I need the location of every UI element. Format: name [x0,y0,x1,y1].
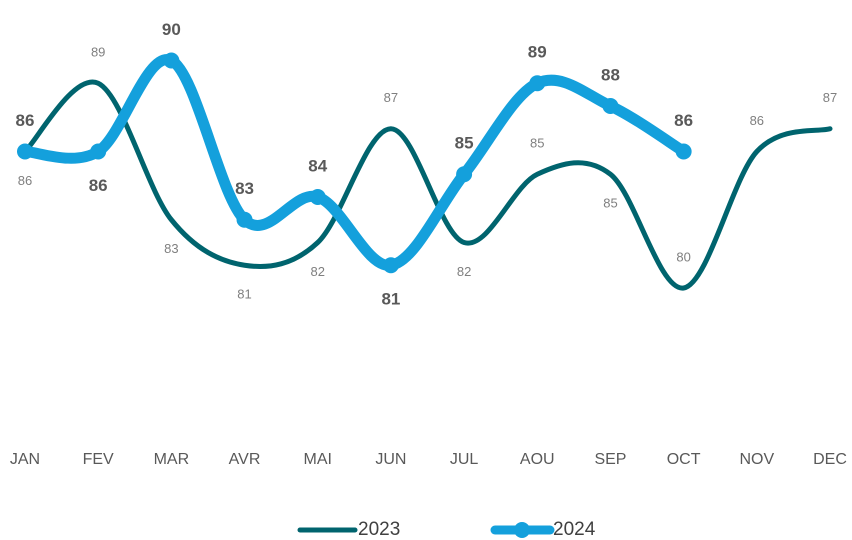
point-marker [236,211,253,228]
point-marker [456,166,473,183]
legend-item: 2023 [297,519,400,540]
legend-item: 2024 [490,519,596,540]
point-marker [90,143,107,160]
data-label: 80 [676,249,690,264]
data-label: 85 [603,196,617,211]
point-marker [602,98,619,114]
data-label: 86 [16,111,35,130]
data-label: 81 [237,287,251,302]
data-label: 85 [530,136,544,151]
x-tick-label: AVR [229,451,261,468]
x-tick-label: NOV [739,451,774,468]
point-marker [17,143,33,160]
point-marker [163,52,180,69]
data-label: 87 [823,90,837,105]
data-label: 86 [750,113,764,128]
x-tick-label: SEP [594,451,626,468]
legend-label: 2024 [553,519,596,540]
data-label: 84 [308,156,327,175]
data-label: 89 [528,43,547,62]
x-tick-label: DEC [813,451,847,468]
data-label: 88 [601,65,620,84]
legend-label: 2023 [358,519,400,540]
data-label: 83 [235,179,254,198]
data-label: 85 [455,134,474,153]
point-marker [529,75,546,92]
series-line [22,79,833,291]
x-tick-label: JUL [450,451,479,468]
data-label: 90 [162,20,181,39]
point-marker [675,143,692,160]
data-label: 82 [457,264,471,279]
x-tick-label: FEV [83,451,114,468]
x-tick-label: OCT [667,451,701,468]
data-label: 86 [674,111,693,130]
x-tick-label: MAR [154,451,190,468]
data-label: 89 [91,45,105,60]
x-tick-label: JAN [10,451,40,468]
x-tick-label: JUN [375,451,406,468]
series-line [19,54,690,271]
x-tick-label: MAI [304,451,332,468]
data-label: 82 [310,264,324,279]
legend-marker [514,522,530,538]
point-marker [309,189,326,205]
point-marker [382,257,399,274]
data-label: 81 [381,290,400,309]
data-label: 87 [384,90,398,105]
data-label: 83 [164,241,178,256]
x-tick-label: AOU [520,451,555,468]
data-label: 86 [89,176,108,195]
data-label: 86 [18,173,32,188]
